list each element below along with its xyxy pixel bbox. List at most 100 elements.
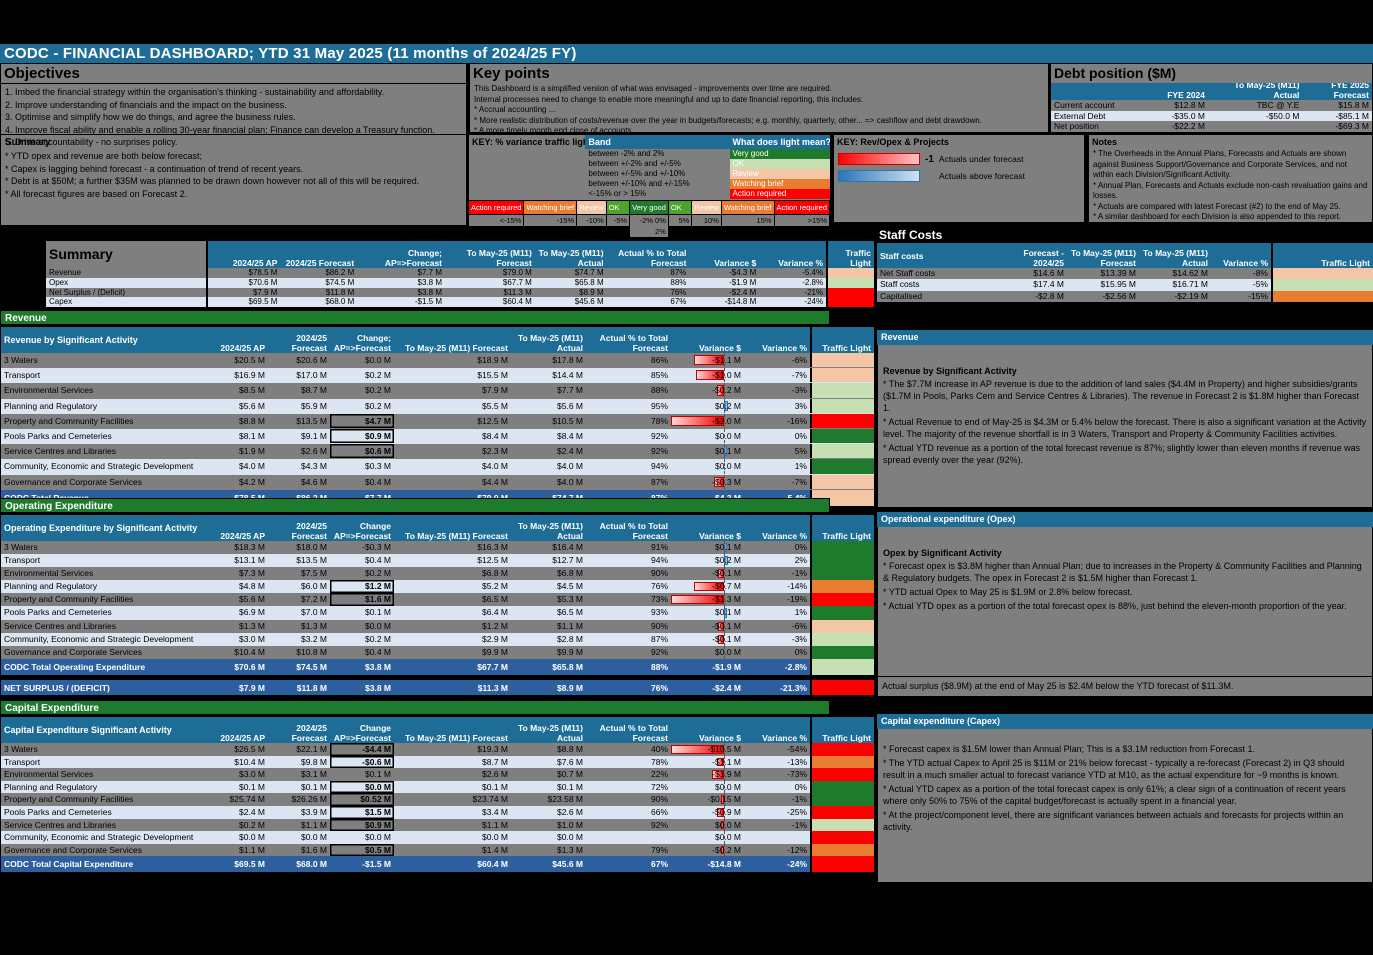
capex-row[interactable]: Governance and Corporate Services $1.1 M… (1, 843, 874, 857)
m11-actual-value: $2.4 M (557, 446, 583, 457)
revenue-header-pct: Actual % to Total Forecast (599, 333, 668, 353)
summary-row[interactable]: Capex $69.5 M $68.0 M -$1.5 M $60.4 M $4… (46, 297, 874, 308)
m11-actual-value: $16.4 M (552, 542, 583, 552)
note-item: * The Overheads in the Annual Plans, For… (1093, 149, 1347, 179)
activity-label: Community, Economic and Strategic Develo… (4, 461, 194, 472)
debt-row[interactable]: External Debt -$35.0 M -$50.0 M -$85.1 M (1051, 110, 1372, 121)
opex-header-forecast: 2024/25 Forecast (291, 521, 327, 541)
summary-ap: $69.5 M (248, 297, 278, 307)
variance-p-value: -14% (787, 581, 807, 592)
pct-value: 92% (650, 646, 668, 657)
capex-row[interactable]: Environmental Services $3.0 M $3.1 M $0.… (1, 768, 874, 781)
summary-traffic-light (826, 297, 874, 308)
revenue-row[interactable]: Service Centres and Libraries $1.9 M $2.… (1, 444, 874, 460)
variance-d-cell: $0.2 M (671, 398, 744, 413)
capex-row[interactable]: Service Centres and Libraries $0.2 M $1.… (1, 818, 874, 832)
variance-key-title: KEY: % variance traffic lights (472, 137, 586, 147)
opex-row[interactable]: Service Centres and Libraries $1.3 M $1.… (1, 619, 874, 633)
opex-total-row[interactable]: CODC Total Operating Expenditure $70.6 M… (1, 658, 874, 675)
variance-d-value: $0.0 M (715, 461, 741, 472)
change-value: $0.9 M (330, 819, 394, 832)
capex-commentary: Capital expenditure (Capex) * Forecast c… (877, 714, 1373, 883)
opex-header-change: Change AP=>Forecast (333, 521, 391, 541)
staff-header-forecast: Forecast - 2024/25 (1023, 248, 1064, 268)
total-variance-d: -$4.3 M (671, 490, 744, 506)
summary-row[interactable]: Net Surplus / (Deficit) $7.9 M $11.8 M $… (46, 287, 874, 298)
m11-actual-value: $12.7 M (552, 555, 583, 566)
summary-pct: 87% (670, 268, 687, 277)
capex-header-variance-p: Variance % (762, 733, 807, 743)
debt-fye2024-value: $12.8 M (1174, 100, 1206, 110)
variance-p-value: 1% (794, 461, 807, 472)
summary-m11-actual: $8.9 M (579, 287, 604, 297)
pct-value: 92% (650, 446, 668, 457)
note-item: * Actuals are compared with latest Forec… (1093, 201, 1341, 211)
activity-label: Transport (4, 756, 41, 767)
opex-row[interactable]: Environmental Services $7.3 M $7.5 M $0.… (1, 567, 874, 581)
summary-traffic-light (826, 268, 874, 278)
capex-rows: 3 Waters $26.5 M $22.1 M -$4.4 M $19.3 M… (1, 743, 874, 857)
capex-row[interactable]: Planning and Regulatory $0.1 M $0.1 M $0… (1, 780, 874, 794)
net-surplus-row[interactable]: NET SURPLUS / (DEFICIT) $7.9 M $11.8 M $… (0, 679, 875, 696)
opex-row[interactable]: Transport $13.1 M $13.5 M $0.4 M $12.5 M… (1, 554, 874, 568)
revenue-row[interactable]: Property and Community Facilities $8.8 M… (1, 413, 874, 429)
capex-row[interactable]: 3 Waters $26.5 M $22.1 M -$4.4 M $19.3 M… (1, 743, 874, 756)
capex-row[interactable]: Community, Economic and Strategic Develo… (1, 831, 874, 844)
opex-row[interactable]: Pools Parks and Cemeteries $6.9 M $7.0 M… (1, 606, 874, 620)
variance-scale-value: 10% (692, 214, 721, 226)
variance-scale: Action required <-15% Watching brief -15… (469, 200, 830, 237)
pct-value: 66% (650, 806, 668, 817)
total-traffic-light (810, 856, 874, 873)
staff-row[interactable]: Net Staff costs $14.6 M $13.39 M $14.62 … (877, 268, 1373, 280)
debt-row-label: External Debt (1054, 110, 1106, 121)
m11-forecast-value: $6.5 M (482, 594, 508, 605)
revenue-row[interactable]: Planning and Regulatory $5.6 M $5.9 M $0… (1, 398, 874, 414)
variance-p-value: -16% (787, 415, 807, 426)
activity-label: 3 Waters (4, 355, 38, 365)
debt-row[interactable]: Net position -$22.2 M -$69.3 M (1051, 121, 1372, 132)
ap-value: $8.8 M (239, 415, 265, 426)
m11-forecast-value: $15.5 M (477, 370, 508, 381)
summary-pct: 67% (670, 297, 687, 307)
revenue-row[interactable]: Pools Parks and Cemeteries $8.1 M $9.1 M… (1, 428, 874, 445)
revenue-row[interactable]: Governance and Corporate Services $4.2 M… (1, 474, 874, 490)
capex-row[interactable]: Property and Community Facilities $25.74… (1, 793, 874, 806)
revenue-row[interactable]: Environmental Services $8.5 M $8.7 M $0.… (1, 383, 874, 399)
revenue-row[interactable]: Community, Economic and Strategic Develo… (1, 459, 874, 475)
ap-value: $16.9 M (234, 370, 265, 381)
opex-row[interactable]: Community, Economic and Strategic Develo… (1, 632, 874, 646)
summary-row[interactable]: Revenue $78.5 M $86.2 M $7.7 M $79.0 M $… (46, 268, 874, 278)
debt-row[interactable]: Current account $12.8 M TBC @ Y.E $15.8 … (1051, 100, 1372, 111)
revenue-row[interactable]: 3 Waters $20.5 M $20.6 M $0.0 M $18.9 M … (1, 353, 874, 369)
summary-row[interactable]: Opex $70.6 M $74.5 M $3.8 M $67.7 M $65.… (46, 277, 874, 288)
variance-p-value: 1% (794, 607, 807, 618)
opex-row[interactable]: Planning and Regulatory $4.8 M $6.0 M $1… (1, 580, 874, 594)
m11-forecast-value: $9.9 M (482, 646, 508, 657)
change-value: $0.3 M (365, 461, 391, 472)
summary-header-light: Traffic Light (826, 241, 874, 268)
m11-actual-value: $0.0 M (557, 832, 583, 843)
change-value: $0.0 M (365, 832, 391, 843)
change-value: $0.4 M (365, 476, 391, 487)
staff-row[interactable]: Staff costs $17.4 M $15.95 M $16.71 M -5… (877, 279, 1373, 291)
opex-row[interactable]: 3 Waters $18.3 M $18.0 M -$0.3 M $16.3 M… (1, 541, 874, 555)
net-surplus-forecast: $11.8 M (296, 683, 327, 693)
variance-d-value: -$1.9 M (712, 769, 741, 780)
revenue-row[interactable]: Transport $16.9 M $17.0 M $0.2 M $15.5 M… (1, 368, 874, 384)
opex-row[interactable]: Property and Community Facilities $5.6 M… (1, 593, 874, 607)
capex-row[interactable]: Transport $10.4 M $9.8 M -$0.6 M $8.7 M … (1, 755, 874, 769)
debt-header-m11: To May-25 (M11) Actual (1234, 83, 1300, 100)
opex-table: Operating Expenditure by Significant Act… (0, 514, 875, 676)
revenue-header-variance-d: Variance $ (698, 343, 741, 353)
key-points-title: Key points (473, 65, 550, 82)
staff-header-light: Traffic Light (1271, 243, 1373, 268)
capex-total-row[interactable]: CODC Total Capital Expenditure $69.5 M $… (1, 856, 874, 873)
staff-panel: Staff Costs Staff costs Forecast - 2024/… (877, 228, 1373, 302)
forecast-value: $3.9 M (301, 806, 327, 817)
capex-row[interactable]: Pools Parks and Cemeteries $2.4 M $3.9 M… (1, 805, 874, 819)
change-value: $4.7 M (330, 414, 394, 428)
opex-row[interactable]: Governance and Corporate Services $10.4 … (1, 645, 874, 659)
total-label: CODC Total Capital Expenditure (4, 859, 134, 870)
traffic-light (810, 831, 874, 844)
staff-row[interactable]: Capitalised -$2.8 M -$2.56 M -$2.19 M -1… (877, 290, 1373, 302)
